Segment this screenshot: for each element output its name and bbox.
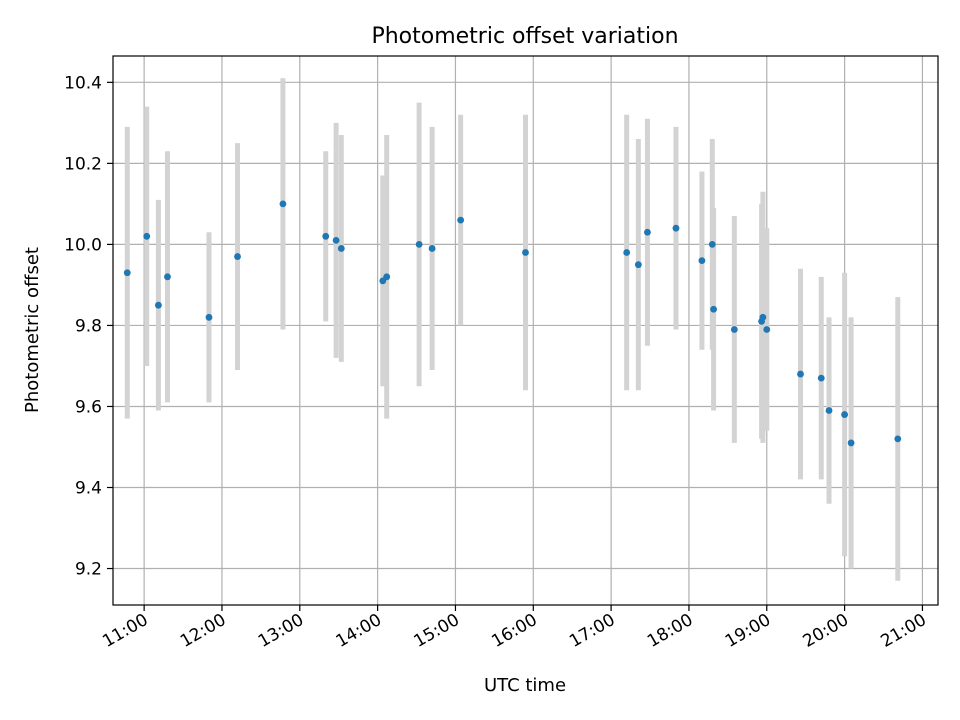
data-point: [143, 232, 151, 240]
data-point: [337, 245, 345, 252]
data-point: [710, 305, 717, 313]
data-point: [797, 370, 804, 378]
data-point: [894, 435, 902, 443]
y-tick-label: 9.4: [75, 479, 102, 499]
data-point: [383, 273, 391, 281]
data-point: [164, 273, 171, 281]
data-point: [155, 301, 162, 309]
data-point: [825, 407, 833, 414]
data-point: [763, 326, 771, 333]
data-point: [522, 249, 529, 256]
data-point: [415, 241, 423, 248]
y-tick-label: 10.2: [64, 154, 102, 174]
chart-title: Photometric offset variation: [371, 24, 678, 49]
data-point: [759, 313, 767, 321]
y-axis-label: Photometric offset: [22, 247, 43, 413]
data-point: [817, 374, 825, 382]
data-points: [123, 200, 902, 447]
data-point: [841, 411, 849, 418]
plot-frame: [112, 55, 939, 606]
data-point: [428, 245, 436, 252]
y-tick-label: 9.8: [75, 316, 102, 336]
data-point: [634, 261, 642, 269]
data-point: [698, 257, 706, 265]
data-point: [123, 269, 131, 277]
data-point: [205, 313, 213, 321]
data-point: [708, 241, 716, 248]
data-point: [332, 236, 340, 244]
y-tick-label: 9.2: [75, 560, 102, 580]
data-point: [322, 232, 330, 240]
y-tick-label: 10.4: [64, 73, 102, 93]
data-point: [847, 439, 855, 447]
data-point: [234, 253, 241, 260]
data-point: [672, 224, 680, 232]
data-point: [644, 228, 651, 236]
x-axis-label: UTC time: [484, 675, 566, 696]
data-point: [730, 326, 738, 333]
y-tick-label: 10.0: [64, 235, 102, 255]
data-point: [623, 249, 631, 256]
data-point: [279, 200, 287, 208]
data-point: [457, 216, 465, 224]
y-tick-label: 9.6: [75, 397, 102, 417]
